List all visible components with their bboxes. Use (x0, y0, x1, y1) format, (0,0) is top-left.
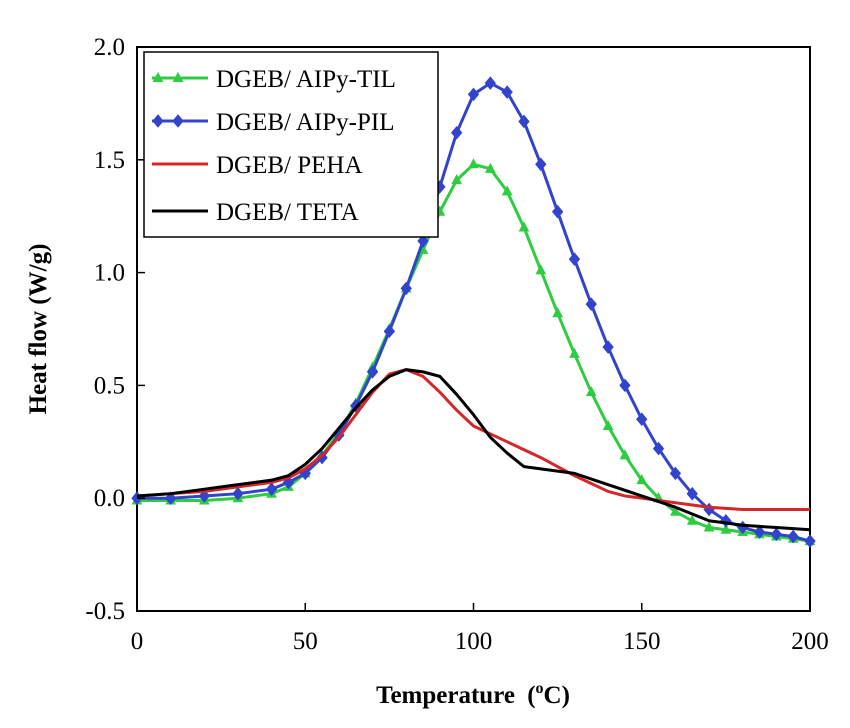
x-axis-unit-sup: o (536, 680, 544, 697)
data-point (602, 419, 614, 431)
data-point (787, 529, 799, 544)
data-point (518, 221, 530, 232)
data-point (569, 347, 580, 358)
data-point (636, 412, 648, 427)
data-point (484, 76, 496, 90)
series-layer (131, 76, 816, 548)
x-axis-title-text: Temperature (376, 682, 515, 709)
data-point (501, 185, 513, 196)
y-tick-label: 2.0 (94, 34, 125, 61)
legend-marker (152, 114, 164, 128)
data-point (670, 505, 681, 516)
x-tick-label: 50 (293, 628, 318, 655)
data-point (770, 527, 783, 542)
legend-label: DGEB/ PEHA (216, 152, 363, 179)
x-tick-label: 100 (455, 628, 493, 655)
data-point (451, 174, 463, 185)
data-point (484, 162, 496, 173)
data-point (703, 521, 715, 532)
data-point (265, 482, 278, 496)
x-tick-label: 200 (791, 628, 829, 655)
legend-marker (172, 71, 184, 82)
y-tick-label: 1.5 (94, 147, 125, 174)
x-tick-label: 150 (623, 628, 661, 655)
data-point (652, 441, 665, 456)
legend-box (143, 51, 439, 238)
data-point (636, 474, 648, 485)
ticks-layer: 0 50 100 150 200 -0.5 0.0 0.5 1.0 1.5 2.0 (85, 34, 828, 655)
data-point (551, 204, 564, 219)
data-point (232, 486, 244, 501)
x-axis-title: Temperature (oC) (376, 680, 570, 709)
data-point (686, 514, 698, 525)
y-tick-label: 0.0 (94, 485, 125, 512)
data-point (753, 525, 766, 539)
data-point (619, 378, 631, 393)
series-3 (136, 368, 811, 532)
y-tick-label: -0.5 (85, 598, 125, 625)
data-point (585, 386, 597, 397)
data-point (568, 252, 581, 266)
legend-marker (152, 71, 164, 82)
data-point (720, 523, 732, 534)
data-point (467, 87, 480, 102)
data-point (669, 466, 682, 481)
y-tick-label: 1.0 (94, 260, 125, 287)
data-point (535, 264, 547, 275)
data-point (366, 365, 379, 379)
x-axis-unit-prefix: ( (527, 682, 535, 709)
data-point (619, 449, 631, 460)
legend: DGEB/ AIPy-TIL DGEB/ AIPy-PIL DGEB/ PEHA DG… (143, 51, 439, 238)
data-point (400, 281, 412, 296)
data-point (383, 324, 396, 339)
data-point (585, 297, 597, 311)
legend-label: DGEB/ AIPy-TIL (216, 66, 396, 93)
data-point (451, 125, 463, 140)
data-point (501, 85, 513, 99)
data-point (686, 486, 698, 501)
data-point (518, 114, 530, 129)
y-axis-title: Heat flow (W/g) (25, 244, 52, 415)
data-point (468, 158, 479, 169)
data-point (535, 157, 547, 172)
y-tick-label: 0.5 (94, 372, 125, 399)
legend-label: DGEB/ TETA (216, 199, 359, 226)
legend-marker (172, 114, 184, 128)
data-point (602, 340, 614, 354)
legend-label: DGEB/ AIPy-PIL (216, 109, 394, 136)
x-tick-label: 0 (131, 628, 144, 655)
data-point (552, 307, 563, 318)
data-point (417, 234, 429, 248)
data-point (804, 534, 816, 548)
series-line (136, 368, 811, 532)
x-axis-unit-suffix: C) (544, 682, 570, 709)
